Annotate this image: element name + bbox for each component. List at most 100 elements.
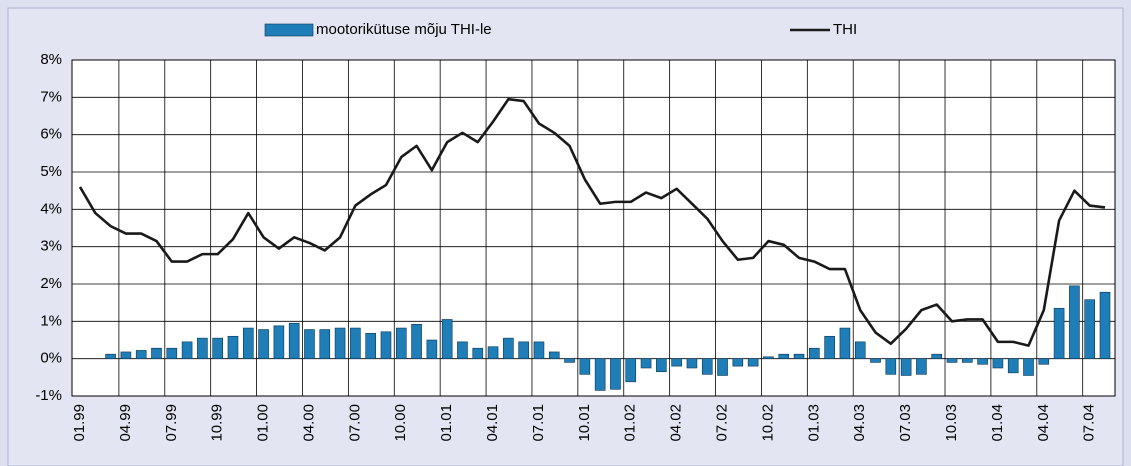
bar [258,329,269,359]
bar [564,358,575,363]
y-tick-label: 1% [40,312,62,329]
bar [1038,358,1050,365]
y-tick-label: 7% [40,88,62,105]
bar [548,351,560,359]
bar [105,353,116,359]
bar [166,347,178,359]
bar [946,358,958,363]
bar [242,327,254,359]
bar [120,351,132,359]
bar [212,337,223,359]
bar [441,319,453,359]
bar [931,353,943,359]
bar [640,358,652,369]
x-tick-label: 01.02 [622,404,639,442]
x-tick-label: 10.00 [392,404,409,442]
bar [181,341,193,359]
bar [977,358,988,365]
bar [594,358,606,391]
y-tick-label: 0% [40,350,62,367]
x-tick-label: 04.03 [851,404,868,442]
x-tick-label: 01.04 [989,404,1006,442]
y-tick-label: -1% [35,387,62,404]
bar [686,358,698,369]
bar [747,358,759,367]
bar [135,350,147,359]
bar [273,325,285,359]
x-tick-label: 07.99 [163,404,180,442]
bar [334,327,346,359]
bar [809,347,820,359]
bar [610,358,621,390]
bar [763,356,774,359]
x-tick-label: 01.01 [438,404,455,442]
legend-label: mootorikütuse mõju THI-le [316,21,492,38]
bar [671,358,682,367]
x-tick-label: 07.01 [530,404,547,442]
x-tick-label: 01.00 [255,404,272,442]
legend-label: THI [833,21,857,38]
bar [472,347,484,359]
bar [197,337,208,359]
bar [625,358,637,383]
bar [487,346,499,359]
bar [839,327,851,359]
bar [916,358,927,375]
y-tick-label: 4% [40,200,62,217]
bar [533,341,545,359]
bar [885,358,897,375]
bar [380,331,392,359]
bar [732,358,744,367]
bar [900,358,912,376]
bar [778,353,790,359]
bar [656,358,667,373]
bar [579,358,591,375]
bar [304,329,315,359]
bar [518,341,529,359]
plot-border [71,59,1116,397]
x-tick-label: 10.02 [759,404,776,442]
bar [854,341,866,359]
bar [870,358,881,363]
x-tick-label: 10.03 [943,404,960,442]
bar [824,335,835,359]
line [78,97,1106,347]
bar [457,341,468,359]
bar [793,353,805,359]
bar [1069,285,1080,359]
bar [426,339,438,359]
bar [1023,358,1034,376]
y-tick-label: 3% [40,238,62,255]
y-tick-label: 6% [40,126,62,143]
bar [365,332,376,359]
x-tick-label: 04.99 [117,404,134,442]
bar [395,327,407,359]
x-tick-label: 07.04 [1081,404,1098,442]
y-tick-label: 2% [40,275,62,292]
x-tick-label: 04.02 [668,404,685,442]
y-tick-label: 8% [40,51,62,68]
bar [1053,307,1065,359]
x-tick-label: 10.01 [576,404,593,442]
x-tick-label: 01.99 [71,404,88,442]
bar [717,358,728,376]
bar [319,329,331,359]
bar [701,358,713,375]
x-tick-label: 04.04 [1035,404,1052,442]
bar [411,324,422,359]
bar [1007,358,1019,374]
x-tick-label: 07.00 [346,404,363,442]
x-tick-label: 04.00 [300,404,317,442]
x-tick-label: 10.99 [209,404,226,442]
bar [151,347,162,359]
bar [962,358,973,363]
bar [992,358,1004,369]
x-tick-label: 07.02 [714,404,731,442]
bar [1084,299,1096,359]
bar [503,337,514,359]
legend-swatch [264,23,314,37]
x-tick-label: 04.01 [484,404,501,442]
bar [350,327,361,359]
y-tick-label: 5% [40,163,62,180]
